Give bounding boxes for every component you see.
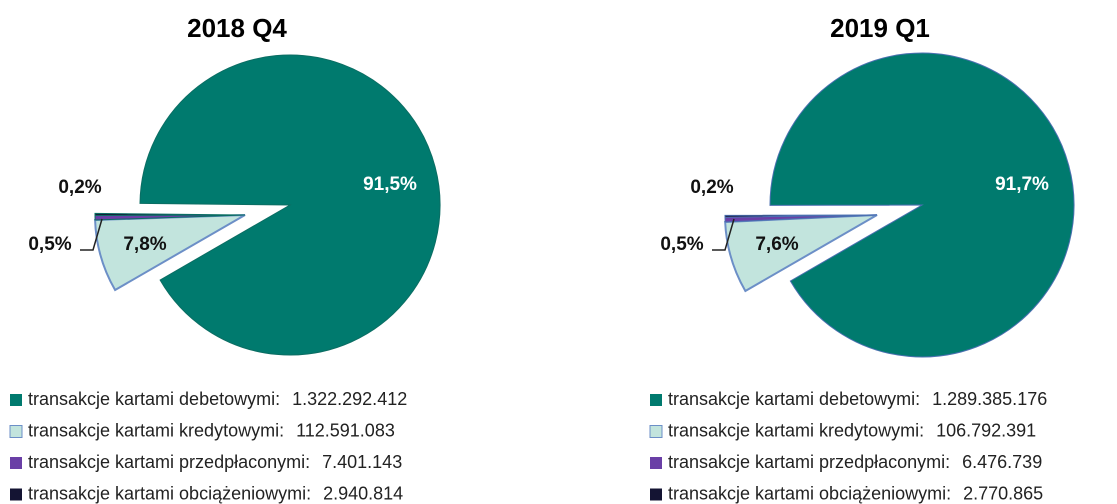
legend-count: 7.401.143 <box>322 452 402 472</box>
legend-swatch <box>10 394 22 406</box>
legend-label: transakcje kartami przedpłaconymi: <box>28 452 310 472</box>
legend-entry: transakcje kartami przedpłaconymi: 7.401.… <box>28 452 402 472</box>
legend-count: 2.940.814 <box>323 483 403 503</box>
legend-entry: transakcje kartami przedpłaconymi: 6.476.… <box>668 452 1042 472</box>
value-label: 0,5% <box>28 234 71 255</box>
value-label: 91,7% <box>995 174 1049 195</box>
legend-entry: transakcje kartami obciążeniowymi: 2.940.… <box>28 483 403 503</box>
legend-swatch <box>10 457 22 469</box>
legend-swatch <box>9 425 23 438</box>
legend-swatch <box>649 425 663 438</box>
legend-swatch <box>650 394 662 406</box>
pie-slice <box>769 52 1075 358</box>
legend-label: transakcje kartami obciążeniowymi: <box>668 483 951 503</box>
pie-slice <box>139 54 441 356</box>
legend-label: transakcje kartami debetowymi: <box>28 389 280 409</box>
legend-entry: transakcje kartami kredytowymi: 112.591.0… <box>28 420 395 440</box>
pie-slice <box>94 212 246 216</box>
legend-entry: transakcje kartami debetowymi: 1.289.385.… <box>668 389 1047 409</box>
leader-line <box>712 218 735 251</box>
value-label: 0,2% <box>58 177 101 198</box>
legend-count: 106.792.391 <box>936 420 1036 440</box>
legend-swatch <box>10 488 22 501</box>
legend-label: transakcje kartami kredytowymi: <box>28 420 284 440</box>
value-label: 0,5% <box>660 234 703 255</box>
legend-count: 1.322.292.412 <box>292 389 407 409</box>
leader-line <box>80 218 103 251</box>
chart-title: 2018 Q4 <box>187 13 287 43</box>
legend-count: 1.289.385.176 <box>932 389 1047 409</box>
value-label: 91,5% <box>363 174 417 195</box>
legend-label: transakcje kartami debetowymi: <box>668 389 920 409</box>
legend-label: transakcje kartami przedpłaconymi: <box>668 452 950 472</box>
pie-slice <box>724 214 878 218</box>
legend-label: transakcje kartami kredytowymi: <box>668 420 924 440</box>
value-label: 7,8% <box>123 234 166 255</box>
legend-swatch <box>650 488 662 501</box>
legend-label: transakcje kartami obciążeniowymi: <box>28 483 311 503</box>
legend-count: 112.591.083 <box>296 420 395 440</box>
legend-count: 2.770.865 <box>963 483 1043 503</box>
legend-swatch <box>650 457 662 469</box>
legend-count: 6.476.739 <box>962 452 1042 472</box>
legend-entry: transakcje kartami kredytowymi: 106.792.3… <box>668 420 1036 440</box>
legend-entry: transakcje kartami debetowymi: 1.322.292.… <box>28 389 407 409</box>
value-label: 0,2% <box>690 177 733 198</box>
chart-title: 2019 Q1 <box>830 13 930 43</box>
value-label: 7,6% <box>755 234 798 255</box>
legend-entry: transakcje kartami obciążeniowymi: 2.770.… <box>668 483 1043 503</box>
